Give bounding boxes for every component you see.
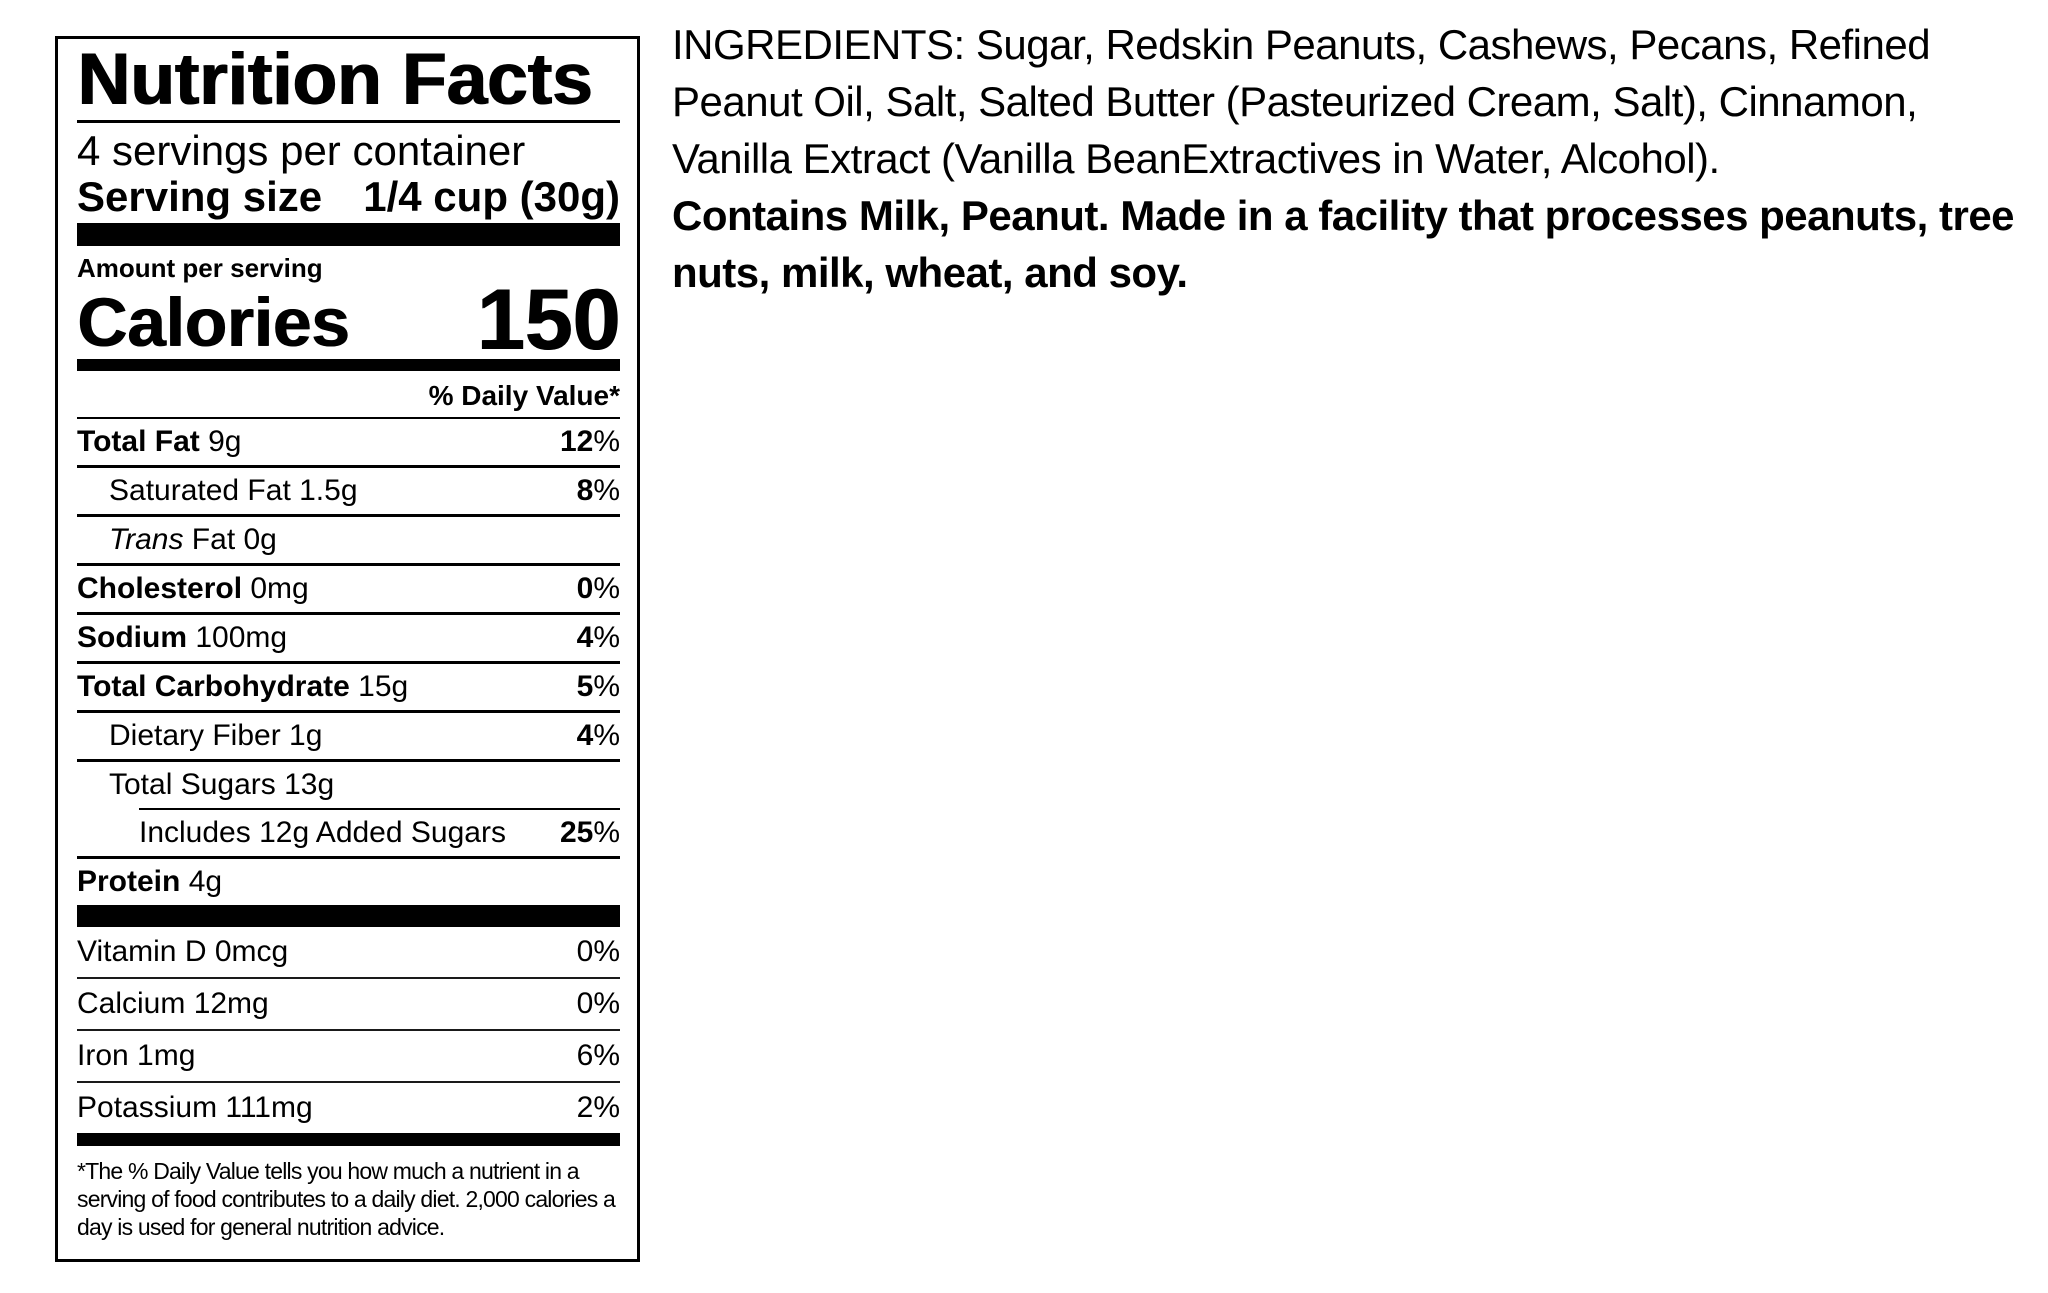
calories-divider (77, 359, 620, 371)
daily-value-percent: 12% (559, 425, 620, 458)
nutrient-row: Protein 4g (77, 859, 620, 905)
vitamin-name-amount: Potassium 111mg (77, 1091, 313, 1124)
nutrient-name-amount: Sodium 100mg (77, 621, 288, 654)
nutrient-row: Total Carbohydrate 15g 5% (77, 664, 620, 713)
nutrient-rows: Total Fat 9g 12% Saturated Fat 1.5g 8% Trans… (77, 419, 620, 905)
nutrient-name-amount: Saturated Fat 1.5g (109, 474, 358, 507)
title-divider (77, 120, 620, 123)
thick-divider-bottom (77, 1133, 620, 1146)
amount-per-serving-label: Amount per serving (77, 253, 323, 283)
nutrient-row: Saturated Fat 1.5g 8% (77, 468, 620, 517)
calories-value: 150 (476, 272, 621, 368)
allergen-statement: Contains Milk, Peanut. Made in a facilit… (672, 192, 2015, 296)
thick-divider-protein (77, 905, 620, 927)
servings-per-container: 4 servings per container (77, 127, 526, 174)
thick-divider-top (77, 223, 620, 246)
nutrient-name-amount: Includes 12g Added Sugars (139, 816, 506, 849)
serving-size-label: Serving size (77, 173, 323, 220)
nutrient-name-amount: Total Fat 9g (77, 425, 242, 458)
daily-value-percent: 0% (576, 935, 620, 968)
footnote: *The % Daily Value tells you how much a … (77, 1158, 616, 1240)
serving-size-value: 1/4 cup (30g) (363, 173, 620, 220)
daily-value-percent: 2% (576, 1091, 620, 1124)
nutrient-name-amount: Protein 4g (77, 865, 223, 898)
vitamin-row: Vitamin D 0mcg 0% (77, 927, 620, 979)
nutrient-row: Dietary Fiber 1g 4% (77, 713, 620, 762)
daily-value-percent: 25% (559, 816, 620, 849)
daily-value-percent: 4% (576, 719, 620, 752)
daily-value-percent: 6% (576, 1039, 620, 1072)
daily-value-percent: 0% (576, 572, 620, 605)
ingredients-panel: INGREDIENTS: Sugar, Redskin Peanuts, Cas… (672, 16, 2042, 301)
daily-value-percent: 5% (576, 670, 620, 703)
nutrition-facts-label: Nutrition Facts 4 servings per container… (55, 36, 640, 1262)
daily-value-percent: 0% (576, 987, 620, 1020)
nutrient-row: Includes 12g Added Sugars 25% (77, 810, 620, 859)
calories-row: Calories 150 (77, 272, 621, 368)
vitamin-row: Iron 1mg 6% (77, 1031, 620, 1083)
vitamin-rows: Vitamin D 0mcg 0% Calcium 12mg 0% Iron 1mg 6%… (77, 927, 620, 1133)
calories-label: Calories (77, 284, 350, 361)
daily-value-percent: 8% (576, 474, 620, 507)
daily-value-percent: 4% (576, 621, 620, 654)
vitamin-name-amount: Vitamin D 0mcg (77, 935, 289, 968)
daily-value-header: % Daily Value* (77, 380, 620, 419)
nutrient-name-amount: Dietary Fiber 1g (109, 719, 323, 752)
nutrient-name-amount: Total Carbohydrate 15g (77, 670, 409, 703)
nutrient-row: Trans Fat 0g (77, 517, 620, 566)
vitamin-row: Potassium 111mg 2% (77, 1083, 620, 1133)
ingredients-text: INGREDIENTS: Sugar, Redskin Peanuts, Cas… (672, 21, 1931, 182)
vitamin-name-amount: Iron 1mg (77, 1039, 196, 1072)
label-title: Nutrition Facts (77, 39, 593, 120)
nutrient-name-amount: Trans Fat 0g (109, 523, 277, 556)
indented-divider (139, 808, 620, 810)
nutrient-name-amount: Total Sugars 13g (109, 768, 335, 801)
nutrient-row: Total Fat 9g 12% (77, 419, 620, 468)
nutrient-row: Total Sugars 13g (77, 762, 620, 808)
nutrient-name-amount: Cholesterol 0mg (77, 572, 309, 605)
vitamin-name-amount: Calcium 12mg (77, 987, 269, 1020)
serving-size-row: Serving size 1/4 cup (30g) (77, 174, 620, 220)
nutrient-row: Sodium 100mg 4% (77, 615, 620, 664)
nutrient-row: Cholesterol 0mg 0% (77, 566, 620, 615)
vitamin-row: Calcium 12mg 0% (77, 979, 620, 1031)
